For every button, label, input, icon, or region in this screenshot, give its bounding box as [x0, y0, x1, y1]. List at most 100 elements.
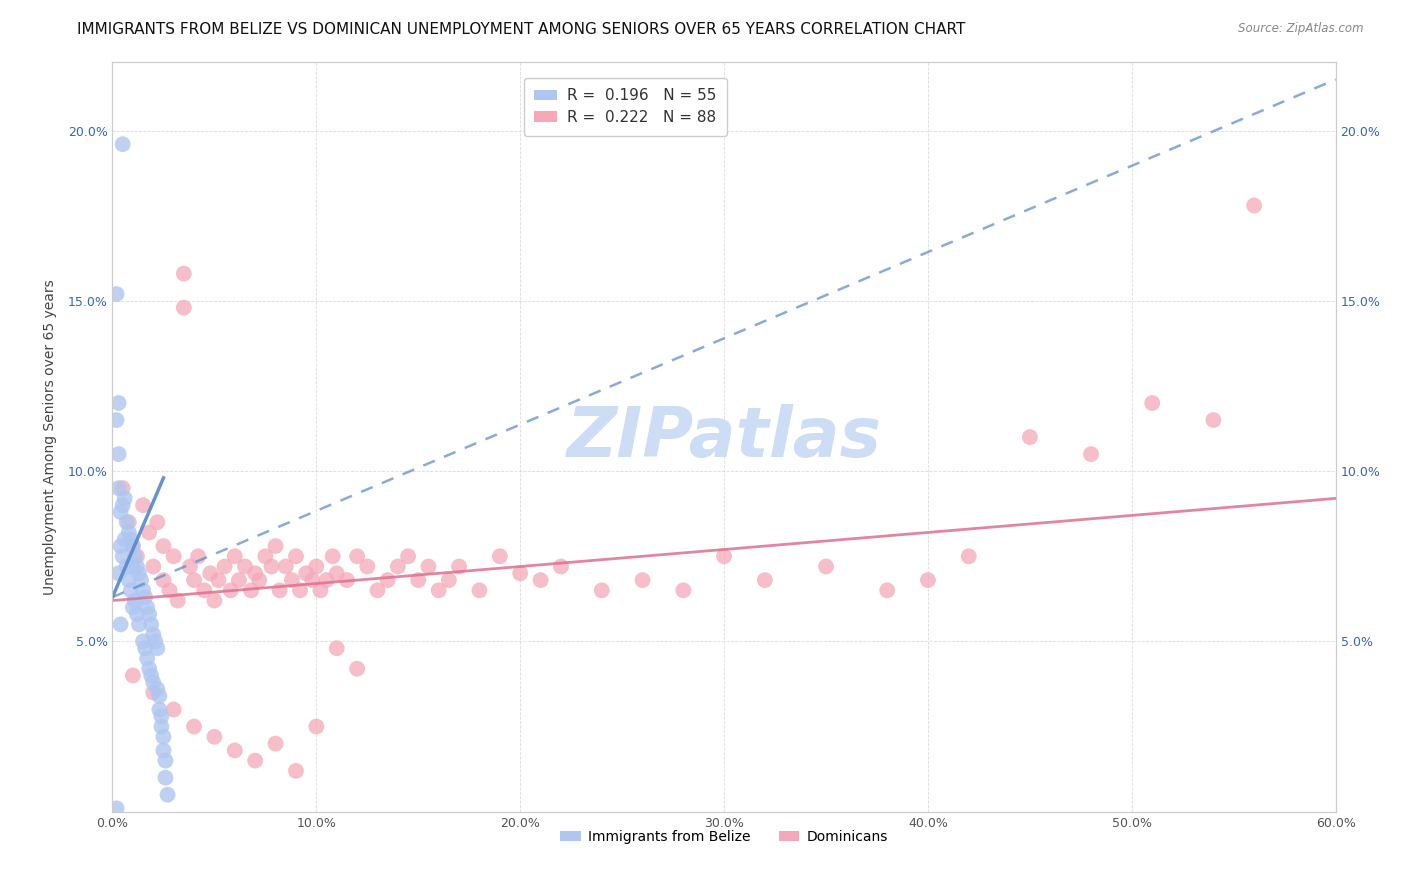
Dominicans: [284, 549, 308, 564]
Immigrants from Belize: [148, 689, 170, 703]
Dominicans: [142, 685, 165, 699]
Dominicans: [288, 583, 311, 598]
Immigrants from Belize: [150, 709, 173, 723]
Immigrants from Belize: [156, 788, 179, 802]
Immigrants from Belize: [122, 600, 145, 615]
Dominicans: [187, 549, 209, 564]
Dominicans: [315, 573, 337, 587]
Dominicans: [204, 593, 226, 607]
Dominicans: [295, 566, 318, 581]
Immigrants from Belize: [122, 559, 145, 574]
Immigrants from Belize: [128, 566, 150, 581]
Dominicans: [322, 549, 344, 564]
Immigrants from Belize: [114, 533, 136, 547]
Immigrants from Belize: [107, 566, 129, 581]
Immigrants from Belize: [141, 668, 163, 682]
Dominicans: [163, 702, 186, 716]
Immigrants from Belize: [125, 607, 148, 622]
Immigrants from Belize: [124, 549, 146, 564]
Dominicans: [224, 743, 246, 757]
Dominicans: [377, 573, 399, 587]
Dominicans: [1080, 447, 1102, 461]
Immigrants from Belize: [146, 641, 169, 656]
Dominicans: [132, 498, 155, 512]
Dominicans: [447, 559, 470, 574]
Dominicans: [356, 559, 378, 574]
Dominicans: [152, 573, 174, 587]
Dominicans: [305, 559, 328, 574]
Immigrants from Belize: [110, 539, 132, 553]
Dominicans: [254, 549, 277, 564]
Dominicans: [284, 764, 308, 778]
Dominicans: [122, 668, 145, 682]
Dominicans: [245, 754, 267, 768]
Immigrants from Belize: [120, 583, 142, 598]
Dominicans: [264, 539, 287, 553]
Dominicans: [163, 549, 186, 564]
Immigrants from Belize: [115, 515, 138, 529]
Dominicans: [550, 559, 572, 574]
Dominicans: [815, 559, 838, 574]
Immigrants from Belize: [128, 617, 150, 632]
Immigrants from Belize: [152, 730, 174, 744]
Dominicans: [240, 583, 263, 598]
Dominicans: [274, 559, 297, 574]
Immigrants from Belize: [150, 720, 173, 734]
Immigrants from Belize: [132, 634, 155, 648]
Dominicans: [408, 573, 430, 587]
Dominicans: [326, 641, 349, 656]
Dominicans: [142, 559, 165, 574]
Immigrants from Belize: [141, 617, 163, 632]
Immigrants from Belize: [107, 481, 129, 495]
Dominicans: [713, 549, 735, 564]
Immigrants from Belize: [122, 539, 145, 553]
Dominicans: [264, 737, 287, 751]
Dominicans: [418, 559, 440, 574]
Y-axis label: Unemployment Among Seniors over 65 years: Unemployment Among Seniors over 65 years: [42, 279, 56, 595]
Dominicans: [125, 549, 148, 564]
Text: IMMIGRANTS FROM BELIZE VS DOMINICAN UNEMPLOYMENT AMONG SENIORS OVER 65 YEARS COR: IMMIGRANTS FROM BELIZE VS DOMINICAN UNEM…: [77, 22, 966, 37]
Dominicans: [1142, 396, 1164, 410]
Dominicans: [214, 559, 236, 574]
Dominicans: [207, 573, 229, 587]
Immigrants from Belize: [136, 651, 159, 665]
Dominicans: [301, 573, 323, 587]
Dominicans: [957, 549, 980, 564]
Dominicans: [305, 720, 328, 734]
Dominicans: [468, 583, 491, 598]
Immigrants from Belize: [125, 559, 148, 574]
Immigrants from Belize: [138, 662, 160, 676]
Dominicans: [179, 559, 201, 574]
Dominicans: [204, 730, 226, 744]
Immigrants from Belize: [111, 137, 134, 152]
Immigrants from Belize: [148, 702, 170, 716]
Dominicans: [233, 559, 256, 574]
Dominicans: [138, 525, 160, 540]
Dominicans: [336, 573, 359, 587]
Dominicans: [631, 573, 654, 587]
Dominicans: [346, 549, 368, 564]
Immigrants from Belize: [107, 396, 129, 410]
Dominicans: [152, 539, 174, 553]
Immigrants from Belize: [142, 675, 165, 690]
Immigrants from Belize: [105, 801, 128, 815]
Dominicans: [366, 583, 388, 598]
Immigrants from Belize: [124, 593, 146, 607]
Immigrants from Belize: [114, 491, 136, 506]
Dominicans: [1202, 413, 1225, 427]
Immigrants from Belize: [118, 573, 141, 587]
Dominicans: [591, 583, 613, 598]
Dominicans: [228, 573, 250, 587]
Immigrants from Belize: [110, 505, 132, 519]
Immigrants from Belize: [155, 754, 177, 768]
Dominicans: [269, 583, 291, 598]
Dominicans: [917, 573, 939, 587]
Dominicans: [159, 583, 181, 598]
Dominicans: [224, 549, 246, 564]
Immigrants from Belize: [152, 743, 174, 757]
Dominicans: [529, 573, 551, 587]
Immigrants from Belize: [110, 617, 132, 632]
Immigrants from Belize: [115, 559, 138, 574]
Dominicans: [309, 583, 332, 598]
Immigrants from Belize: [138, 607, 160, 622]
